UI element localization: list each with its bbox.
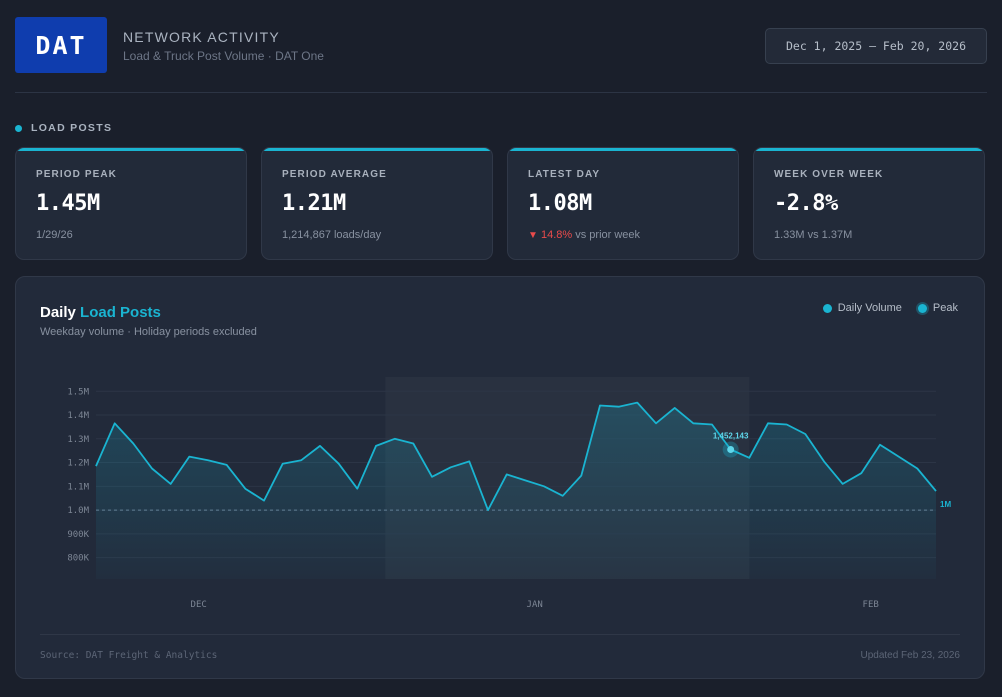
- y-tick-label: 800K: [67, 554, 89, 564]
- stat-label: LATEST DAY: [528, 169, 601, 180]
- series-line-daily-volume: [95, 401, 937, 511]
- stat-sub: 1,214,867 loads/day: [282, 229, 382, 241]
- dat-logo: DAT: [15, 17, 107, 73]
- delta-value: 14.8%: [540, 229, 573, 241]
- x-tick-label: FEB: [863, 600, 879, 610]
- stat-label: WEEK OVER WEEK: [774, 169, 884, 180]
- stat-label: PERIOD AVERAGE: [282, 169, 387, 180]
- legend-item-peak: Peak: [917, 302, 958, 314]
- updated-timestamp: Updated Feb 23, 2026: [860, 650, 960, 661]
- y-tick-label: 1.4M: [67, 411, 89, 421]
- stat-sub: ▼ 14.8% vs prior week: [528, 229, 640, 241]
- x-tick-label: JAN: [527, 600, 543, 610]
- peak-point: [727, 445, 735, 453]
- stat-sub: 1/29/26: [36, 229, 73, 241]
- stat-value: 1.08M: [528, 191, 592, 216]
- stat-card-latest-day: LATEST DAY 1.08M ▼ 14.8% vs prior week: [507, 147, 739, 260]
- section-title: LOAD POSTS: [31, 122, 113, 134]
- down-arrow-icon: ▼: [528, 230, 538, 241]
- source-note: Source: DAT Freight & Analytics: [40, 650, 218, 661]
- chart-title: Daily Load Posts: [40, 304, 161, 321]
- x-tick-label: DEC: [191, 600, 207, 610]
- peak-label: 1,452,143: [713, 431, 749, 440]
- stat-value: 1.45M: [36, 191, 100, 216]
- stat-card-week-over-week: WEEK OVER WEEK -2.8% 1.33M vs 1.37M: [753, 147, 985, 260]
- y-tick-label: 1.2M: [67, 459, 89, 469]
- delta-caption: vs prior week: [572, 229, 641, 241]
- y-tick-label: 1.0M: [67, 506, 89, 516]
- page-header: DAT NETWORK ACTIVITY Load & Truck Post V…: [15, 15, 987, 93]
- legend-dot-icon: [822, 303, 832, 313]
- stat-card-period-peak: PERIOD PEAK 1.45M 1/29/26: [15, 147, 247, 260]
- daily-load-posts-chart-card: Daily Load Posts Weekday volume · Holida…: [15, 276, 985, 679]
- y-tick-label: 900K: [67, 530, 89, 540]
- section-dot-icon: [15, 124, 22, 132]
- legend-item-daily-volume: Daily Volume: [822, 302, 902, 314]
- stat-value: 1.21M: [282, 191, 346, 216]
- page-subtitle: Load & Truck Post Volume · DAT One: [123, 49, 324, 63]
- line-chart: 1.5M 1.4M 1.3M 1.2M 1.1M 1.0M 900K 800K 1M 1,452,…: [67, 387, 951, 610]
- y-tick-label: 1.5M: [67, 387, 89, 397]
- chart-title-highlight: Load Posts: [80, 304, 161, 321]
- chart-legend: Daily Volume Peak: [807, 302, 958, 314]
- chart-title-plain: Daily: [40, 304, 81, 321]
- legend-dot-icon: [917, 303, 927, 313]
- stat-sub: 1.33M vs 1.37M: [774, 229, 853, 241]
- stat-value: -2.8%: [774, 191, 838, 216]
- legend-label: Peak: [932, 302, 958, 314]
- legend-label: Daily Volume: [837, 302, 902, 314]
- y-tick-label: 1.1M: [67, 482, 89, 492]
- reference-label: 1M: [940, 500, 951, 509]
- stat-label: PERIOD PEAK: [36, 169, 118, 180]
- stat-card-period-average: PERIOD AVERAGE 1.21M 1,214,867 loads/day: [261, 147, 493, 260]
- footer-divider: [40, 634, 960, 635]
- y-tick-label: 1.3M: [67, 435, 89, 445]
- date-range-selector[interactable]: Dec 1, 2025 – Feb 20, 2026: [765, 28, 987, 64]
- page-title: NETWORK ACTIVITY: [123, 29, 280, 45]
- series-area: [96, 402, 936, 579]
- chart-subtitle: Weekday volume · Holiday periods exclude…: [40, 326, 257, 338]
- section-label: LOAD POSTS: [15, 122, 112, 134]
